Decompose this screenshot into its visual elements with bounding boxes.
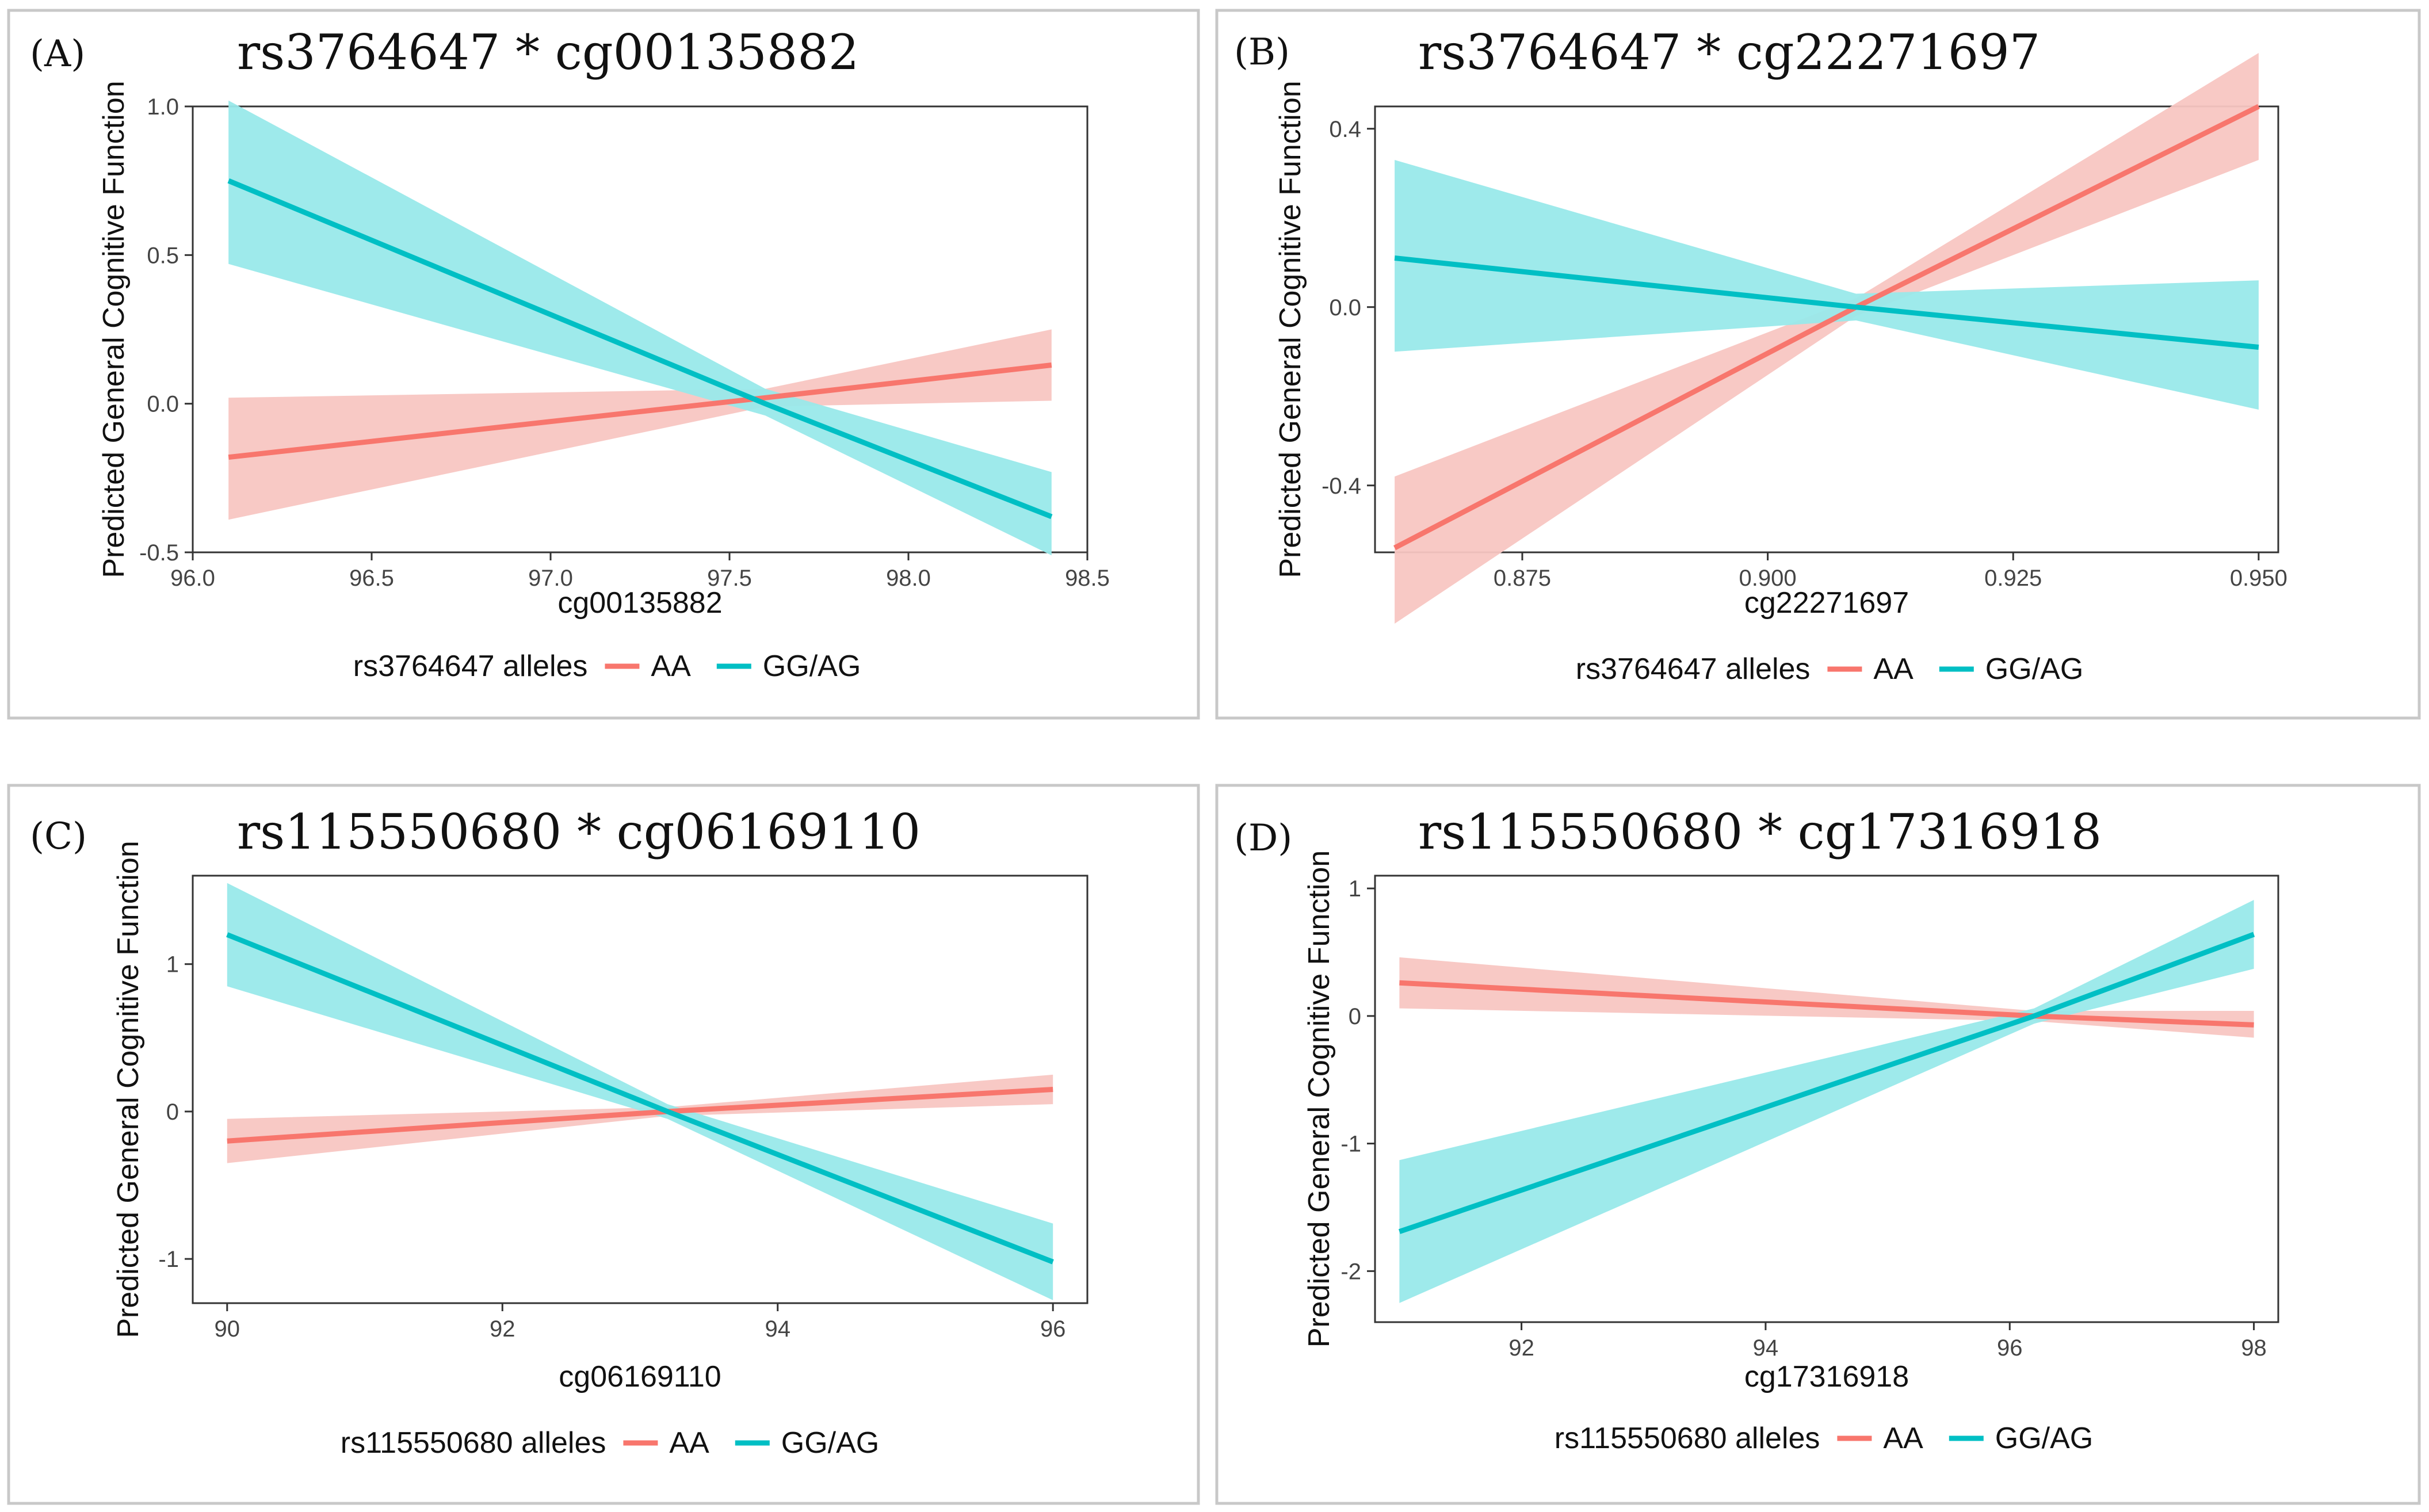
x-tick-label: 94 xyxy=(765,1316,790,1342)
legend-label-aa: AA xyxy=(1873,652,1914,686)
y-tick-label: 0.5 xyxy=(147,243,179,268)
confidence-band-gg-ag xyxy=(228,100,1052,556)
panel-label: (C) xyxy=(30,815,87,858)
legend-label-gg-ag: GG/AG xyxy=(763,650,861,683)
y-axis-label: Predicted General Cognitive Function xyxy=(1303,850,1336,1347)
y-tick-label: 0.4 xyxy=(1329,117,1361,142)
x-tick-label: 97.0 xyxy=(528,566,573,591)
confidence-band-gg-ag xyxy=(227,883,1053,1300)
legend-label-gg-ag: GG/AG xyxy=(781,1426,879,1460)
confidence-band-gg-ag xyxy=(1399,900,2254,1303)
confidence-band-aa xyxy=(228,329,1052,520)
chart-title: rs3764647 * cg22271697 xyxy=(1418,24,2040,81)
y-tick-label: 0 xyxy=(1349,1004,1361,1029)
x-axis-label: cg00135882 xyxy=(557,586,722,620)
legend-label-aa: AA xyxy=(1883,1422,1923,1455)
chart-title: rs115550680 * cg06169110 xyxy=(237,804,921,860)
legend: rs115550680 alleles AA GG/AG xyxy=(1555,1422,2093,1455)
legend-label-aa: AA xyxy=(669,1426,709,1460)
x-tick-label: 96 xyxy=(1040,1316,1066,1342)
legend-label-gg-ag: GG/AG xyxy=(1985,652,2083,686)
x-axis-label: cg22271697 xyxy=(1744,586,1909,620)
series-line-gg-ag xyxy=(1394,255,2259,350)
chart-title: rs115550680 * cg17316918 xyxy=(1418,804,2102,860)
series-line-gg-ag xyxy=(227,178,1053,520)
x-tick-label: 96.5 xyxy=(349,566,394,591)
x-tick-label: 90 xyxy=(215,1316,240,1342)
x-tick-label: 0.950 xyxy=(2230,566,2287,591)
x-tick-label: 94 xyxy=(1753,1335,1779,1361)
legend: rs3764647 alleles AA GG/AG xyxy=(353,650,861,683)
panel-c: (C) rs115550680 * cg06169110 90 92 94 96 -1 0 1 c… xyxy=(7,784,1200,1505)
panel-frame xyxy=(7,784,1200,1505)
legend-title: rs3764647 alleles xyxy=(353,650,588,683)
x-axis-label: cg17316918 xyxy=(1744,1360,1909,1393)
y-axis-label: Predicted General Cognitive Function xyxy=(97,81,131,578)
legend-label-gg-ag: GG/AG xyxy=(1995,1422,2093,1455)
x-tick-label: 97.5 xyxy=(707,566,752,591)
y-tick-label: -0.4 xyxy=(1322,474,1361,499)
legend: rs3764647 alleles AA GG/AG xyxy=(1576,652,2083,686)
panels-root: (A) rs3764647 * cg00135882 96.0 96.5 97.0 97.… xyxy=(7,9,2421,1505)
y-tick-label: 1 xyxy=(166,952,179,978)
panel-frame xyxy=(7,9,1200,720)
legend-label-aa: AA xyxy=(651,650,691,683)
chart-title: rs3764647 * cg00135882 xyxy=(237,24,859,81)
panel-b: (B) rs3764647 * cg22271697 0.875 0.900 0.925… xyxy=(1215,9,2421,720)
y-tick-label: -0.5 xyxy=(139,540,179,566)
confidence-band-gg-ag xyxy=(1395,160,2259,410)
y-tick-label: 0.0 xyxy=(1329,295,1361,320)
x-axis-label: cg06169110 xyxy=(559,1360,721,1393)
x-tick-label: 96.0 xyxy=(170,566,215,591)
series-line-gg-ag xyxy=(226,932,1054,1265)
y-tick-label: -1 xyxy=(158,1247,179,1272)
series-line-gg-ag xyxy=(1398,931,2255,1234)
panel-label: (D) xyxy=(1234,817,1292,860)
panel-a: (A) rs3764647 * cg00135882 96.0 96.5 97.0 97.… xyxy=(7,9,1200,720)
legend-title: rs3764647 alleles xyxy=(1576,652,1811,686)
series-line-aa xyxy=(228,362,1052,460)
legend-title: rs115550680 alleles xyxy=(1555,1422,1820,1455)
x-tick-label: 96 xyxy=(1997,1335,2023,1361)
y-axis-label: Predicted General Cognitive Function xyxy=(1274,81,1307,578)
x-tick-label: 92 xyxy=(490,1316,515,1342)
x-tick-label: 0.925 xyxy=(1984,566,2042,591)
confidence-band-aa xyxy=(227,1074,1053,1163)
confidence-band-aa xyxy=(1395,53,2259,624)
panel-d: (D) rs115550680 * cg17316918 92 94 96 98 -2 -1 0… xyxy=(1215,784,2421,1505)
y-tick-label: 1.0 xyxy=(147,94,179,120)
y-tick-label: 1 xyxy=(1349,876,1361,902)
panel-label: (B) xyxy=(1234,31,1290,74)
y-axis-label: Predicted General Cognitive Function xyxy=(112,841,145,1338)
y-tick-label: 0 xyxy=(166,1099,179,1125)
panel-frame xyxy=(1215,784,2421,1505)
x-tick-label: 92 xyxy=(1508,1335,1534,1361)
panel-label: (A) xyxy=(30,33,85,75)
x-tick-label: 0.900 xyxy=(1739,566,1797,591)
x-tick-label: 98.5 xyxy=(1065,566,1110,591)
x-tick-label: 0.875 xyxy=(1494,566,1551,591)
legend-title: rs115550680 alleles xyxy=(341,1426,606,1460)
y-tick-label: 0.0 xyxy=(147,392,179,417)
x-tick-label: 98 xyxy=(2241,1335,2267,1361)
y-tick-label: -1 xyxy=(1340,1132,1361,1157)
x-tick-label: 98.0 xyxy=(886,566,931,591)
y-tick-label: -2 xyxy=(1340,1259,1361,1284)
panel-frame xyxy=(1215,9,2421,720)
legend: rs115550680 alleles AA GG/AG xyxy=(341,1426,879,1460)
